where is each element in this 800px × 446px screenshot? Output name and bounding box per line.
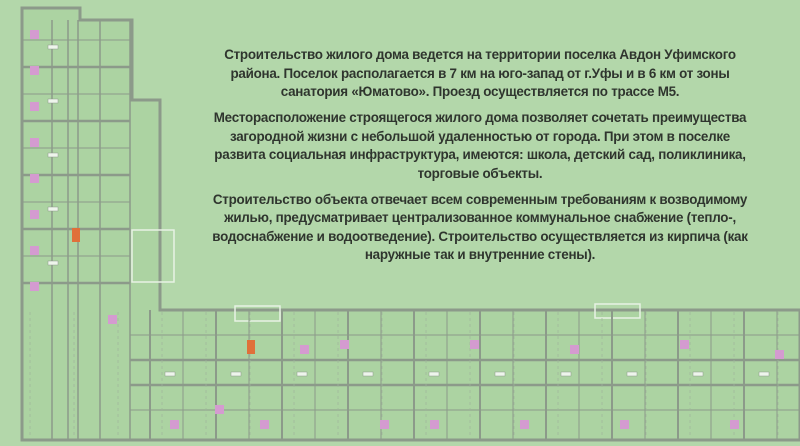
balcony [594,303,641,319]
paragraph-construction: Строительство объекта отвечает всем совр… [178,191,782,265]
room-marker [680,340,689,349]
room-marker [30,246,39,255]
fixture [47,152,59,158]
text-line: водоснабжение и водоотведение). Строител… [212,228,748,244]
room-marker [30,102,39,111]
room-marker [30,210,39,219]
room-marker [30,138,39,147]
fixture [47,44,59,50]
room-marker [620,420,629,429]
fixture [47,98,59,104]
paragraph-location: Строительство жилого дома ведется на тер… [178,46,782,102]
room-marker [300,345,309,354]
stair-marker [247,340,255,354]
room-marker [260,420,269,429]
fixture [560,371,572,377]
room-marker [170,420,179,429]
text-line: Месторасположение строящегося жилого дом… [213,110,747,125]
fixture [428,371,440,377]
fixture [626,371,638,377]
room-marker [730,420,739,429]
text-line: района. Поселок располагается в 7 км на … [230,65,730,81]
paragraph-advantages: Месторасположение строящегося жилого дом… [178,109,782,183]
room-marker [215,405,224,414]
room-marker [775,350,784,359]
room-marker [380,420,389,429]
stair-marker [72,228,80,242]
text-line: Строительство объекта отвечает всем совр… [212,191,748,207]
room-marker [30,66,39,75]
room-marker [430,420,439,429]
fixture [758,371,770,377]
text-line: Строительство жилого дома ведется на тер… [224,47,736,62]
text-line: санатория «Юматово». Проезд осуществляет… [280,84,680,99]
balcony [131,229,175,283]
text-line: развита социальная инфраструктура, имеют… [214,147,746,162]
fixture [47,206,59,212]
fixture [494,371,506,377]
text-line: жилью, предусматривает централизованное … [224,210,736,225]
room-marker [30,282,39,291]
room-marker [570,345,579,354]
text-line: загородной жизни с небольшой удаленность… [229,128,731,144]
room-marker [108,315,117,324]
text-line: наружные так и внутренние стены). [364,247,596,262]
room-marker [470,340,479,349]
balcony [234,305,281,322]
fixture [47,260,59,266]
room-marker [30,174,39,183]
fixture [296,371,308,377]
room-marker [340,340,349,349]
fixture [362,371,374,377]
fixture [230,371,242,377]
fixture [164,371,176,377]
room-marker [30,30,39,39]
text-line: торговые объекты. [417,165,543,181]
description-text: Строительство жилого дома ведется на тер… [178,46,782,272]
fixture [692,371,704,377]
room-marker [520,420,529,429]
